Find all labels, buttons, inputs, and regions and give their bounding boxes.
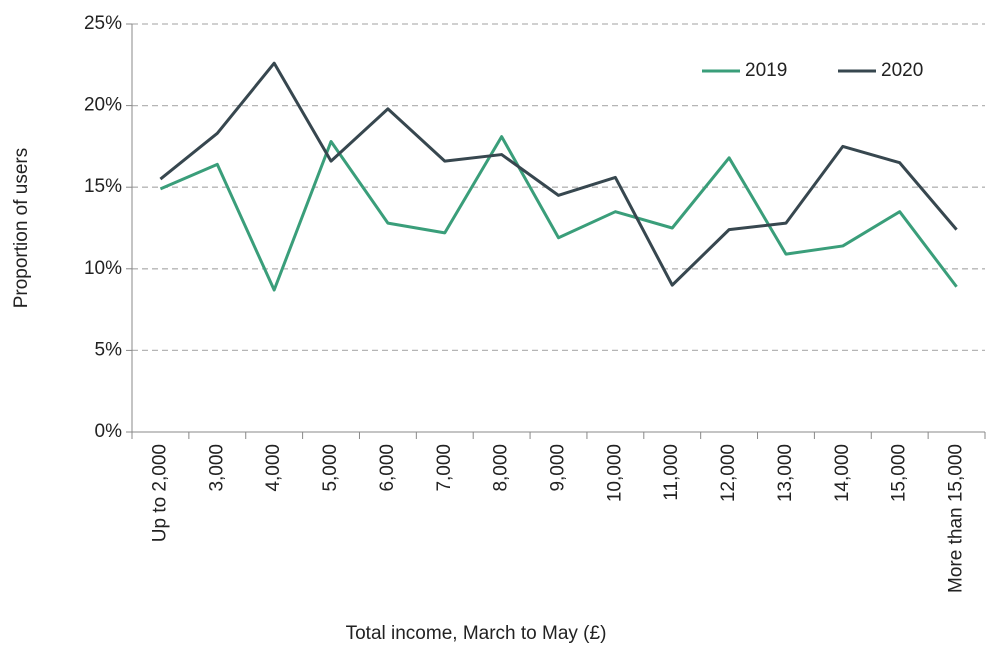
y-axis-title: Proportion of users: [11, 148, 32, 309]
x-tick-label: 7,000: [434, 444, 455, 492]
x-tick-label: 8,000: [491, 444, 512, 492]
y-tick-label: 20%: [84, 95, 122, 116]
x-axis-title: Total income, March to May (£): [346, 623, 607, 644]
x-tick-label: 5,000: [320, 444, 341, 492]
series-line: [159, 135, 958, 292]
x-tick-label: More than 15,000: [946, 444, 967, 593]
x-tick-label: 14,000: [832, 444, 853, 502]
legend-label: 2020: [881, 60, 923, 81]
x-tick-label: 4,000: [263, 444, 284, 492]
x-tick-label: 12,000: [718, 444, 739, 502]
y-tick-label: 15%: [84, 176, 122, 197]
x-tick-label: 3,000: [206, 444, 227, 492]
y-tick-label: 10%: [84, 258, 122, 279]
x-tick-label: 13,000: [775, 444, 796, 502]
x-tick-label: 11,000: [661, 444, 682, 501]
y-tick-label: 0%: [95, 421, 123, 442]
x-tick-label: 6,000: [377, 444, 398, 492]
legend-label: 2019: [745, 60, 787, 81]
y-tick-label: 5%: [95, 339, 123, 360]
x-tick-label: 15,000: [889, 444, 910, 502]
x-tick-label: 9,000: [548, 444, 569, 492]
x-tick-label: 10,000: [604, 444, 625, 502]
series-line: [159, 61, 958, 287]
x-tick-label: Up to 2,000: [149, 444, 170, 542]
y-tick-label: 25%: [84, 13, 122, 34]
